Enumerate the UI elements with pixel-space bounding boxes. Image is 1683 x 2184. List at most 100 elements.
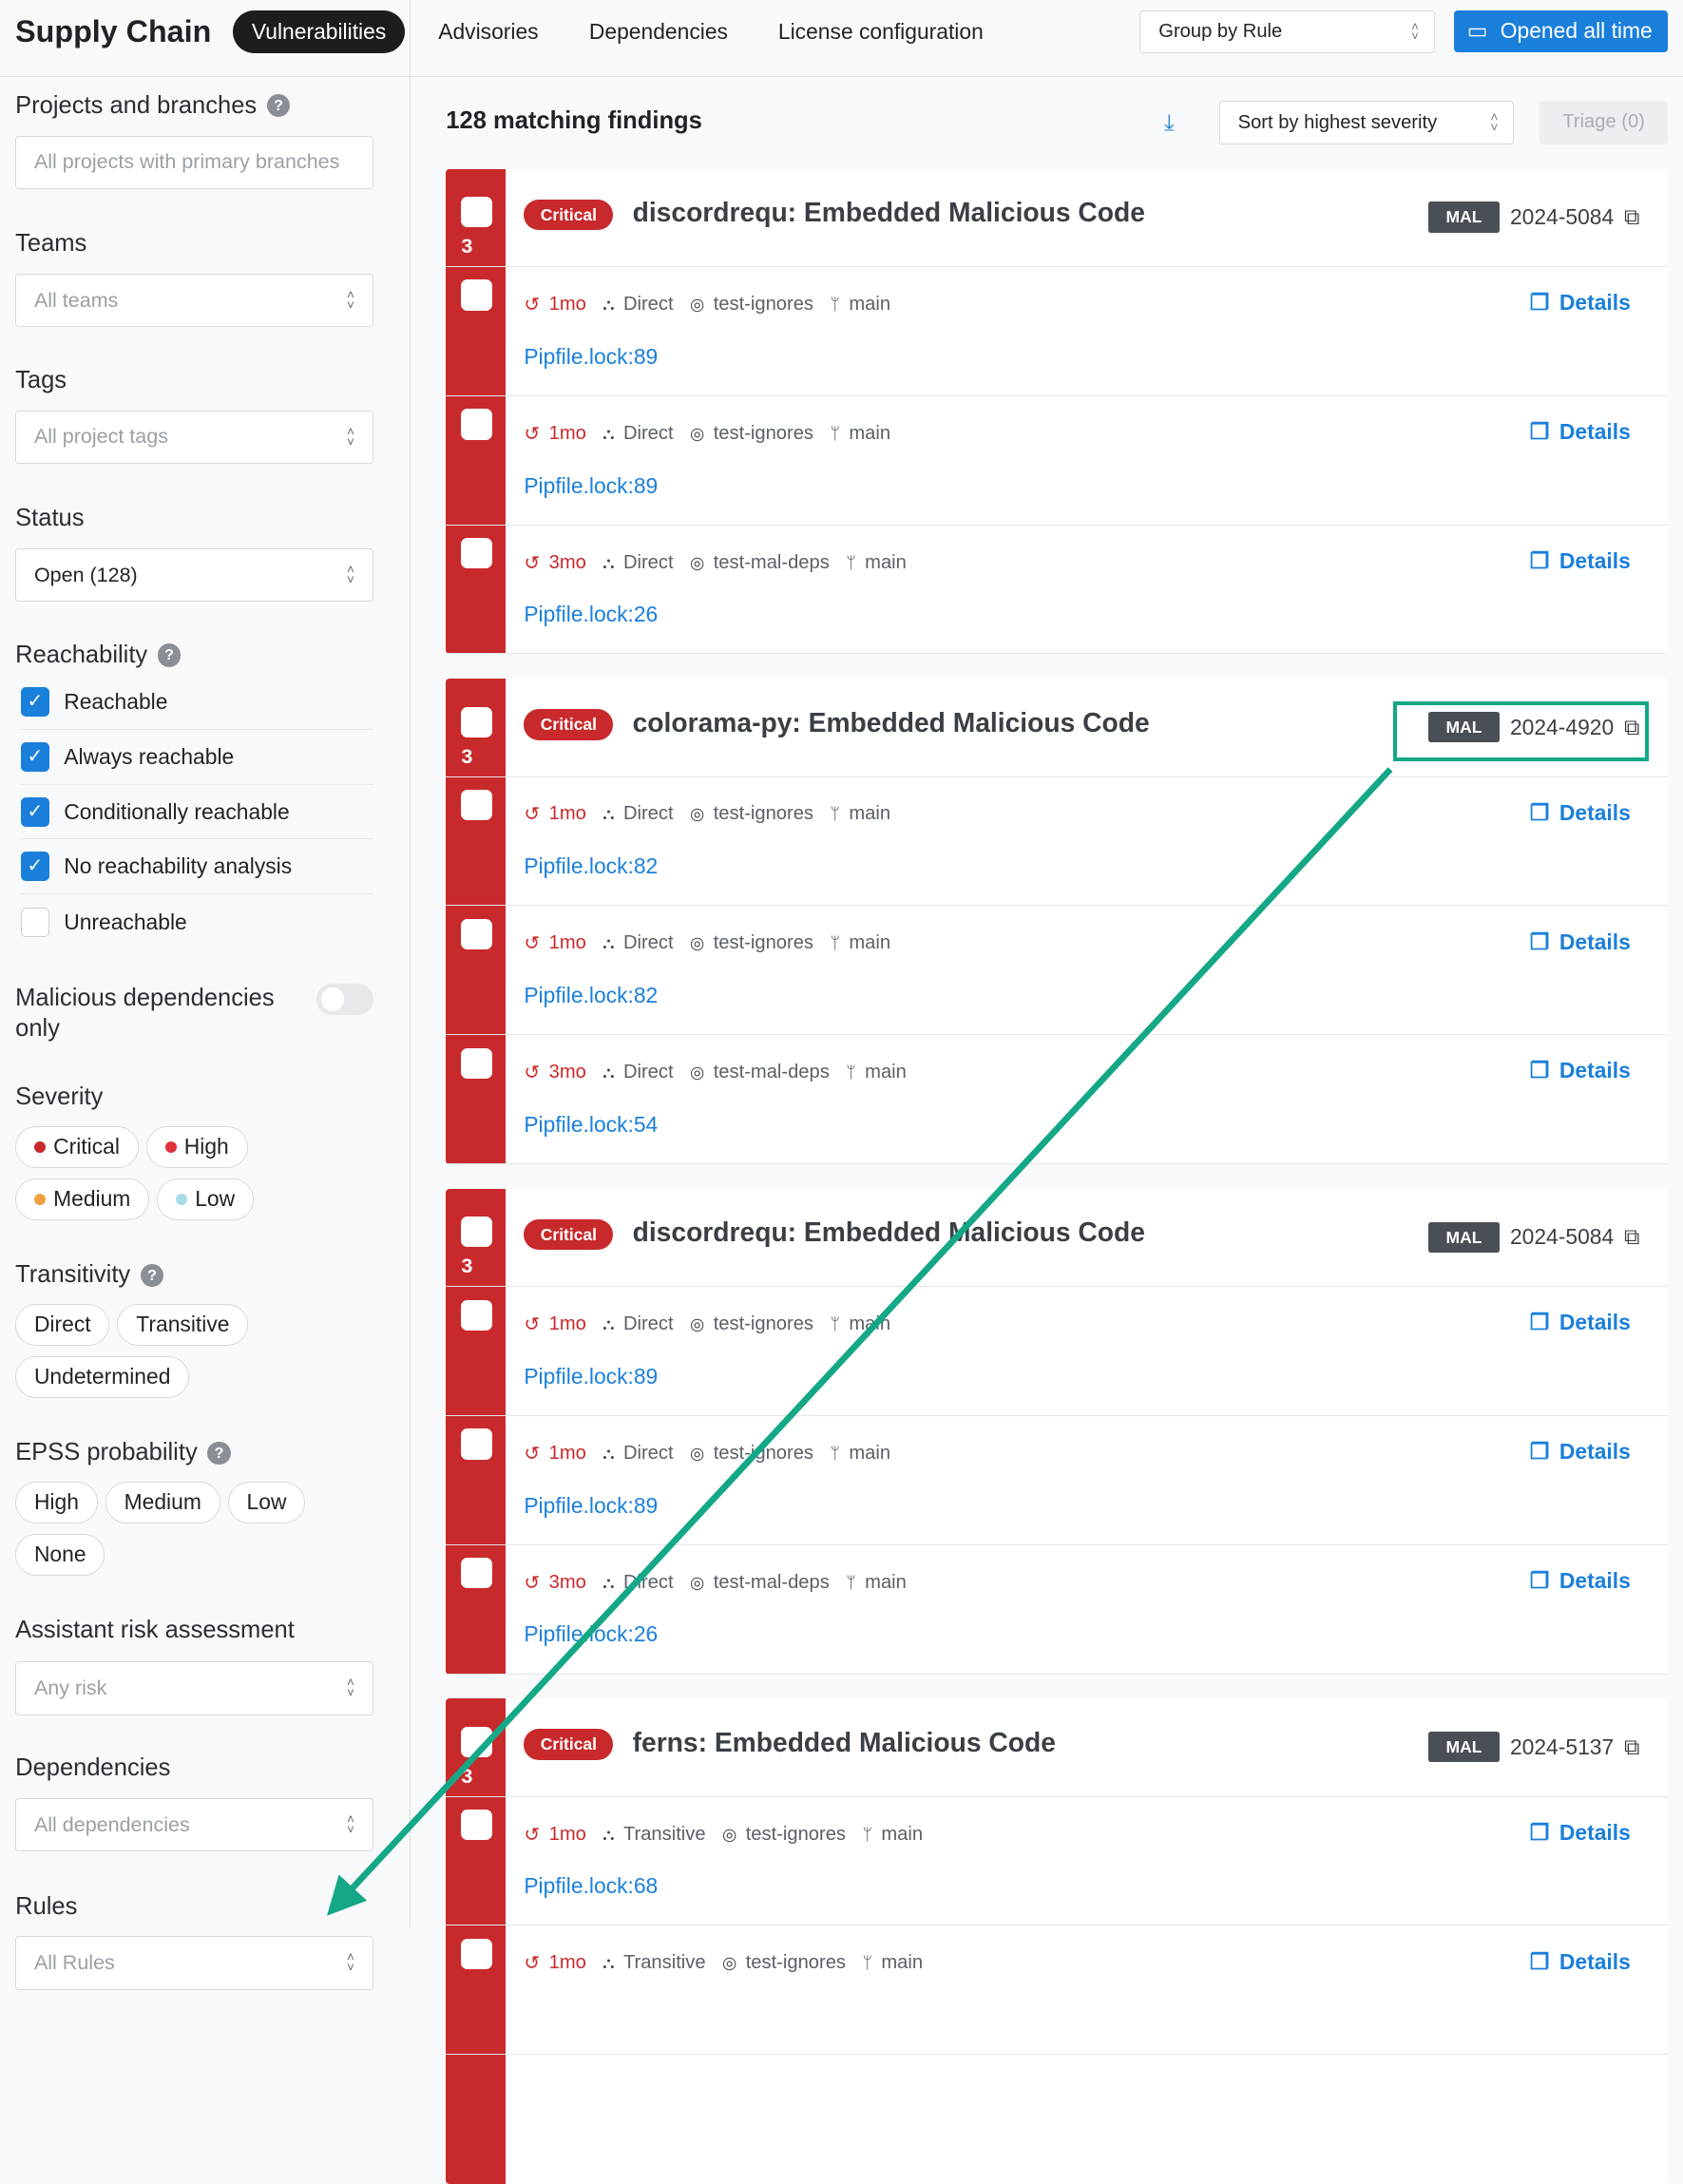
details-button[interactable]: ❐ Details	[1530, 290, 1631, 316]
details-button[interactable]: ❐ Details	[1530, 1439, 1631, 1465]
severity-chip[interactable]: High	[145, 1125, 248, 1169]
advisory-id[interactable]: MAL 2024-5084 ⧉	[1427, 1221, 1640, 1253]
advisory-id[interactable]: MAL 2024-5137 ⧉	[1427, 1732, 1640, 1763]
checkbox[interactable]: ✓	[20, 741, 50, 772]
group-title[interactable]: discordrequ: Embedded Malicious Code	[632, 1217, 1145, 1248]
reachability-option[interactable]: ✓ Conditionally reachable	[20, 785, 373, 840]
rules-select[interactable]: All Rules ˄ ˅	[15, 1936, 373, 1990]
row-checkbox[interactable]	[461, 1938, 492, 1970]
severity-chip[interactable]: Low	[157, 1178, 254, 1221]
repo-text[interactable]: test-ignores	[713, 932, 814, 954]
details-button[interactable]: ❐ Details	[1530, 1820, 1631, 1846]
row-checkbox[interactable]	[461, 1428, 492, 1460]
repo-text[interactable]: test-ignores	[745, 1823, 846, 1845]
checkbox[interactable]	[20, 907, 50, 937]
sort-select[interactable]: Sort by highest severity ˄ ˅	[1218, 101, 1515, 144]
checkbox[interactable]: ✓	[20, 852, 50, 882]
teams-select[interactable]: All teams ˄ ˅	[15, 273, 373, 328]
group-title[interactable]: ferns: Embedded Malicious Code	[632, 1726, 1056, 1757]
row-checkbox[interactable]	[461, 1558, 492, 1589]
transitivity-chip[interactable]: Transitive	[117, 1303, 249, 1346]
reachability-option[interactable]: ✓ Reachable	[20, 675, 373, 730]
group-checkbox[interactable]	[461, 1726, 492, 1757]
risk-select[interactable]: Any risk ˄ ˅	[15, 1661, 373, 1715]
triage-button[interactable]: Triage (0)	[1540, 101, 1668, 144]
tab-license-configuration[interactable]: License configuration	[777, 18, 984, 44]
transitivity-chip[interactable]: Undetermined	[15, 1355, 190, 1399]
file-link[interactable]: Pipfile.lock:89	[524, 1492, 659, 1518]
details-button[interactable]: ❐ Details	[1530, 548, 1631, 574]
checkbox[interactable]: ✓	[20, 796, 50, 827]
help-icon[interactable]: ?	[266, 94, 291, 118]
details-button[interactable]: ❐ Details	[1530, 800, 1631, 826]
repo-text[interactable]: test-ignores	[745, 1952, 846, 1974]
repo-text[interactable]: test-ignores	[713, 1312, 814, 1334]
reachability-option[interactable]: ✓ No reachability analysis	[20, 839, 373, 895]
repo-text[interactable]: test-ignores	[713, 803, 814, 825]
transitivity-chip[interactable]: Direct	[15, 1303, 110, 1346]
tab-vulnerabilities[interactable]: Vulnerabilities	[232, 10, 406, 54]
help-icon[interactable]: ?	[207, 1441, 231, 1465]
row-checkbox[interactable]	[461, 409, 492, 440]
download-icon[interactable]: ⤓	[1164, 109, 1175, 136]
details-button[interactable]: ❐ Details	[1530, 419, 1631, 445]
file-link[interactable]: Pipfile.lock:89	[524, 1363, 659, 1389]
external-link-icon[interactable]: ⧉	[1623, 714, 1640, 739]
row-checkbox[interactable]	[461, 538, 492, 569]
file-link[interactable]: Pipfile.lock:68	[524, 1873, 659, 1899]
advisory-id[interactable]: MAL 2024-5084 ⧉	[1427, 201, 1640, 233]
row-checkbox[interactable]	[461, 918, 492, 950]
details-button[interactable]: ❐ Details	[1530, 1949, 1631, 1975]
repo-text[interactable]: test-mal-deps	[713, 551, 830, 573]
tab-dependencies[interactable]: Dependencies	[588, 18, 728, 44]
status-select[interactable]: Open (128) ˄ ˅	[15, 547, 373, 603]
repo-text[interactable]: test-ignores	[713, 422, 814, 444]
severity-chip[interactable]: Critical	[15, 1125, 139, 1169]
repo-text[interactable]: test-mal-deps	[713, 1571, 830, 1593]
group-title[interactable]: colorama-py: Embedded Malicious Code	[632, 706, 1150, 738]
projects-input[interactable]: All projects with primary branches	[15, 135, 373, 189]
row-checkbox[interactable]	[461, 279, 492, 311]
group-title[interactable]: discordrequ: Embedded Malicious Code	[632, 197, 1145, 228]
repo-text[interactable]: test-ignores	[713, 293, 814, 315]
checkbox[interactable]: ✓	[20, 686, 50, 717]
external-link-icon[interactable]: ⧉	[1623, 1224, 1640, 1250]
group-by-select[interactable]: Group by Rule ˄ ˅	[1139, 10, 1436, 54]
details-button[interactable]: ❐ Details	[1530, 1310, 1631, 1335]
epss-chip[interactable]: Medium	[105, 1481, 220, 1523]
row-checkbox[interactable]	[461, 1047, 492, 1079]
details-button[interactable]: ❐ Details	[1530, 929, 1631, 955]
reachability-option[interactable]: Unreachable	[20, 894, 373, 949]
row-checkbox[interactable]	[461, 1299, 492, 1331]
help-icon[interactable]: ?	[157, 643, 182, 667]
row-checkbox[interactable]	[461, 790, 492, 821]
file-link[interactable]: Pipfile.lock:26	[524, 602, 659, 627]
help-icon[interactable]: ?	[140, 1263, 164, 1287]
external-link-icon[interactable]: ⧉	[1623, 204, 1640, 230]
external-link-icon[interactable]: ⧉	[1623, 1734, 1640, 1759]
tab-advisories[interactable]: Advisories	[438, 18, 539, 44]
tags-select[interactable]: All project tags ˄ ˅	[15, 410, 373, 465]
file-link[interactable]: Pipfile.lock:82	[524, 853, 659, 879]
details-button[interactable]: ❐ Details	[1530, 1568, 1631, 1594]
repo-text[interactable]: test-mal-deps	[713, 1062, 830, 1083]
epss-chip[interactable]: High	[15, 1481, 98, 1523]
group-checkbox[interactable]	[461, 197, 492, 228]
row-checkbox[interactable]	[461, 1810, 492, 1841]
epss-chip[interactable]: None	[15, 1533, 105, 1576]
details-button[interactable]: ❐ Details	[1530, 1058, 1631, 1083]
file-link[interactable]: Pipfile.lock:89	[524, 343, 659, 369]
file-link[interactable]: Pipfile.lock:82	[524, 983, 659, 1008]
file-link[interactable]: Pipfile.lock:89	[524, 472, 659, 498]
file-link[interactable]: Pipfile.lock:54	[524, 1111, 659, 1137]
reachability-option[interactable]: ✓ Always reachable	[20, 730, 373, 785]
group-checkbox[interactable]	[461, 706, 492, 738]
dependencies-select[interactable]: All dependencies ˄ ˅	[15, 1797, 373, 1852]
file-link[interactable]: Pipfile.lock:26	[524, 1621, 659, 1647]
group-checkbox[interactable]	[461, 1217, 492, 1248]
severity-chip[interactable]: Medium	[15, 1178, 150, 1221]
repo-text[interactable]: test-ignores	[713, 1442, 814, 1464]
advisory-id[interactable]: MAL 2024-4920 ⧉	[1427, 711, 1640, 743]
epss-chip[interactable]: Low	[227, 1481, 306, 1523]
malicious-only-toggle[interactable]	[316, 984, 373, 1015]
